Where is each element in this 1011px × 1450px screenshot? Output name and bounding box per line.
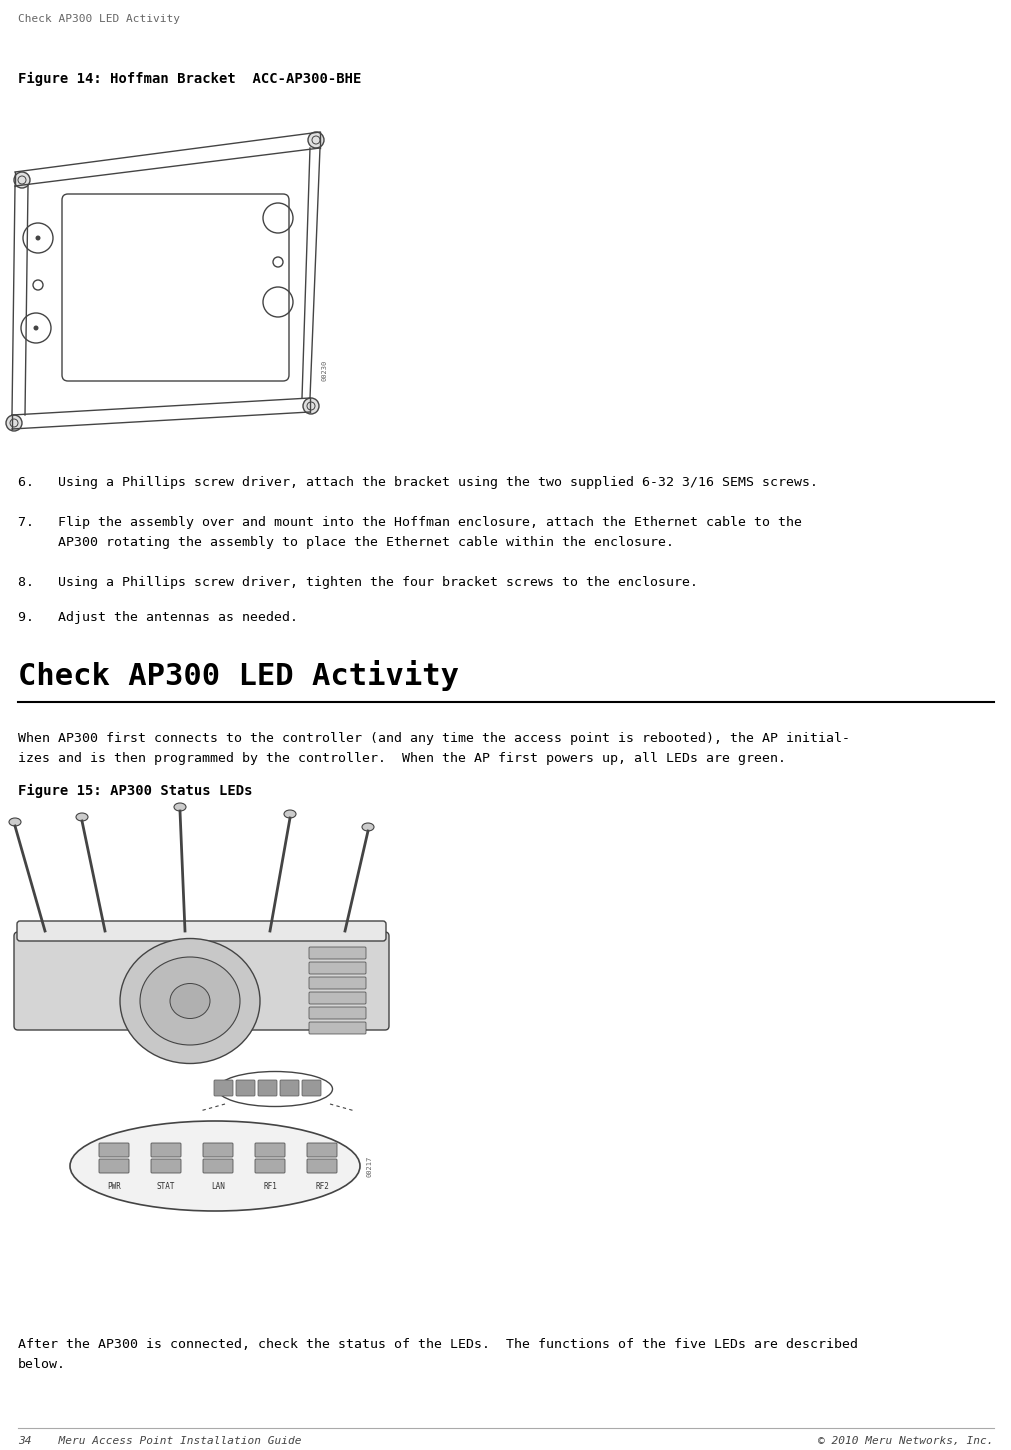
Text: LAN: LAN bbox=[211, 1182, 224, 1190]
Ellipse shape bbox=[120, 938, 260, 1063]
Text: 6.   Using a Phillips screw driver, attach the bracket using the two supplied 6-: 6. Using a Phillips screw driver, attach… bbox=[18, 476, 817, 489]
FancyBboxPatch shape bbox=[99, 1143, 128, 1157]
FancyBboxPatch shape bbox=[301, 1080, 320, 1096]
Text: Check AP300 LED Activity: Check AP300 LED Activity bbox=[18, 14, 180, 25]
Text: Figure 15: AP300 Status LEDs: Figure 15: AP300 Status LEDs bbox=[18, 784, 253, 798]
FancyBboxPatch shape bbox=[308, 1006, 366, 1019]
Text: Check AP300 LED Activity: Check AP300 LED Activity bbox=[18, 660, 459, 692]
FancyBboxPatch shape bbox=[308, 992, 366, 1003]
FancyBboxPatch shape bbox=[306, 1143, 337, 1157]
Text: 00230: 00230 bbox=[321, 360, 328, 381]
FancyBboxPatch shape bbox=[255, 1143, 285, 1157]
Text: PWR: PWR bbox=[107, 1182, 121, 1190]
Ellipse shape bbox=[35, 235, 40, 241]
Text: © 2010 Meru Networks, Inc.: © 2010 Meru Networks, Inc. bbox=[818, 1436, 993, 1446]
Text: 00217: 00217 bbox=[367, 1156, 373, 1176]
Ellipse shape bbox=[14, 173, 30, 188]
FancyBboxPatch shape bbox=[213, 1080, 233, 1096]
Ellipse shape bbox=[362, 824, 374, 831]
FancyBboxPatch shape bbox=[203, 1143, 233, 1157]
FancyBboxPatch shape bbox=[255, 1159, 285, 1173]
FancyBboxPatch shape bbox=[17, 921, 385, 941]
Ellipse shape bbox=[140, 957, 240, 1045]
Ellipse shape bbox=[174, 803, 186, 811]
Ellipse shape bbox=[307, 132, 324, 148]
Ellipse shape bbox=[6, 415, 22, 431]
Text: 7.   Flip the assembly over and mount into the Hoffman enclosure, attach the Eth: 7. Flip the assembly over and mount into… bbox=[18, 516, 801, 529]
Text: 8.   Using a Phillips screw driver, tighten the four bracket screws to the enclo: 8. Using a Phillips screw driver, tighte… bbox=[18, 576, 698, 589]
FancyBboxPatch shape bbox=[151, 1159, 181, 1173]
Ellipse shape bbox=[76, 813, 88, 821]
Text: When AP300 first connects to the controller (and any time the access point is re: When AP300 first connects to the control… bbox=[18, 732, 849, 745]
FancyBboxPatch shape bbox=[306, 1159, 337, 1173]
Ellipse shape bbox=[9, 818, 21, 826]
Ellipse shape bbox=[170, 983, 210, 1018]
Ellipse shape bbox=[70, 1121, 360, 1211]
Text: 9.   Adjust the antennas as needed.: 9. Adjust the antennas as needed. bbox=[18, 610, 297, 624]
Text: RF1: RF1 bbox=[263, 1182, 277, 1190]
Ellipse shape bbox=[33, 325, 38, 331]
FancyBboxPatch shape bbox=[308, 977, 366, 989]
FancyBboxPatch shape bbox=[99, 1159, 128, 1173]
FancyBboxPatch shape bbox=[308, 1022, 366, 1034]
FancyBboxPatch shape bbox=[258, 1080, 277, 1096]
Ellipse shape bbox=[302, 397, 318, 415]
FancyBboxPatch shape bbox=[14, 932, 388, 1030]
Text: AP300 rotating the assembly to place the Ethernet cable within the enclosure.: AP300 rotating the assembly to place the… bbox=[18, 536, 673, 550]
Text: izes and is then programmed by the controller.  When the AP first powers up, all: izes and is then programmed by the contr… bbox=[18, 753, 786, 766]
Text: STAT: STAT bbox=[157, 1182, 175, 1190]
FancyBboxPatch shape bbox=[203, 1159, 233, 1173]
Text: below.: below. bbox=[18, 1359, 66, 1372]
FancyBboxPatch shape bbox=[236, 1080, 255, 1096]
Text: Figure 14: Hoffman Bracket  ACC-AP300-BHE: Figure 14: Hoffman Bracket ACC-AP300-BHE bbox=[18, 72, 361, 86]
FancyBboxPatch shape bbox=[151, 1143, 181, 1157]
Text: After the AP300 is connected, check the status of the LEDs.  The functions of th: After the AP300 is connected, check the … bbox=[18, 1338, 857, 1351]
Text: 34    Meru Access Point Installation Guide: 34 Meru Access Point Installation Guide bbox=[18, 1436, 301, 1446]
FancyBboxPatch shape bbox=[280, 1080, 298, 1096]
FancyBboxPatch shape bbox=[308, 947, 366, 958]
FancyBboxPatch shape bbox=[308, 961, 366, 974]
Ellipse shape bbox=[284, 811, 295, 818]
Text: RF2: RF2 bbox=[314, 1182, 329, 1190]
